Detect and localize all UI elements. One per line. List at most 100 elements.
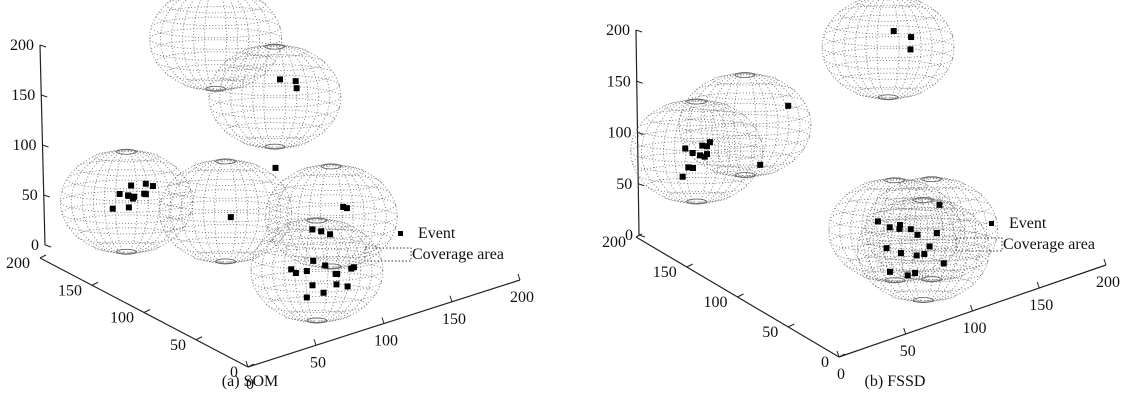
chart-som: 050100150200050100150200050100150200Even… (6, 0, 534, 393)
z-tick-label: 100 (13, 137, 37, 154)
coverage-sphere (821, 0, 955, 101)
x-tick-label: 50 (900, 343, 916, 360)
chart-fssd: 050100150200050100150200050100150200Even… (602, 0, 1120, 383)
y-tick-label: 50 (762, 324, 778, 341)
event-point (679, 173, 686, 180)
event-point (936, 201, 943, 208)
event-point (227, 214, 234, 221)
x-tick-label: 150 (442, 311, 466, 328)
event-point (277, 76, 283, 83)
event-point (343, 205, 350, 212)
event-point (131, 193, 138, 200)
event-point (293, 85, 300, 92)
z-tick-label: 200 (606, 22, 630, 39)
event-point (696, 152, 703, 159)
event-point (926, 243, 933, 250)
x-tick-label: 200 (510, 289, 534, 306)
event-point (913, 252, 920, 259)
event-point (682, 145, 689, 152)
coverage-sphere (630, 98, 764, 205)
events (109, 76, 357, 301)
event-point (908, 34, 915, 41)
event-point (689, 149, 696, 156)
event-point (706, 139, 713, 146)
x-tick-label: 50 (310, 354, 326, 371)
event-point (685, 164, 692, 171)
y-tick (635, 233, 643, 238)
event-point (318, 228, 325, 235)
y-tick (686, 263, 693, 268)
event-point (933, 230, 940, 237)
event-point (320, 289, 327, 296)
coverage-sphere (250, 217, 384, 324)
z-tick-label: 150 (607, 73, 631, 90)
y-tick (247, 363, 255, 368)
x-tick-label: 0 (246, 376, 254, 393)
event-point (116, 190, 123, 197)
coverage-sphere (264, 163, 398, 270)
legend-coverage-marker (955, 237, 1003, 252)
x-tick-label: 150 (1029, 297, 1053, 314)
z-tick (638, 183, 645, 187)
z-tick-label: 50 (22, 187, 38, 204)
y-tick-label: 200 (602, 234, 626, 251)
coverage-sphere (828, 177, 962, 284)
event-point (344, 283, 351, 290)
event-point (699, 142, 706, 149)
caption-fssd: (b) FSSD (864, 373, 926, 390)
y-tick-label: 150 (58, 282, 82, 299)
z-tick (42, 144, 49, 148)
x-tick (836, 350, 840, 358)
legend-event-label: Event (1009, 215, 1047, 232)
event-point (914, 231, 921, 238)
event-point (288, 266, 295, 273)
event-point (921, 251, 928, 258)
event-point (327, 231, 334, 238)
event-point (886, 268, 893, 275)
event-point (703, 143, 710, 150)
y-tick (838, 353, 846, 358)
event-point (142, 191, 149, 198)
event-point (303, 268, 310, 275)
z-tick-label: 100 (608, 125, 632, 142)
event-point (896, 225, 903, 232)
event-point (340, 203, 347, 210)
y-tick (195, 336, 203, 341)
event-point (128, 182, 135, 189)
panel-fssd: 0 50 100 150 200 0 50 100 150 200 0 50 100 150 200 Even… (571, 0, 1141, 407)
z-tick-label: 200 (10, 37, 34, 54)
legend-event-marker (989, 221, 994, 226)
y-tick-label: 150 (653, 264, 677, 281)
event-point (897, 222, 904, 228)
y-tick-label: 100 (110, 310, 134, 327)
event-point (125, 192, 132, 199)
legend-coverage-marker (364, 247, 412, 262)
legend: Event Coverage area (955, 215, 1095, 253)
event-point (907, 226, 914, 233)
x-tick-label: 100 (963, 320, 987, 337)
z-tick-label: 0 (625, 227, 633, 244)
event-point (109, 205, 116, 212)
event-point (785, 102, 792, 109)
z-tick-label: 50 (616, 176, 632, 193)
event-point (292, 270, 299, 277)
coverage-sphere (678, 72, 812, 179)
x-tick (1103, 258, 1107, 266)
event-point (757, 161, 764, 168)
z-tick (636, 80, 643, 84)
event-point (333, 281, 340, 288)
y-tick (143, 309, 151, 313)
coverage-sphere (159, 158, 293, 265)
z-tick (39, 44, 47, 48)
y-tick (788, 323, 795, 328)
x-tick (970, 304, 973, 312)
z-tick (44, 244, 52, 248)
y-tick-label: 0 (230, 364, 238, 381)
x-tick-label: 200 (1096, 274, 1120, 291)
event-point (890, 28, 897, 35)
event-point (907, 46, 914, 53)
event-point (689, 165, 696, 171)
z-tick (43, 194, 50, 198)
